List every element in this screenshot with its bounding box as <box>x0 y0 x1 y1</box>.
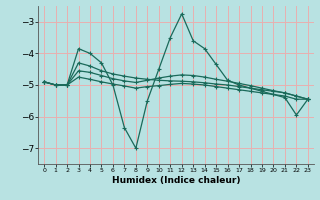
X-axis label: Humidex (Indice chaleur): Humidex (Indice chaleur) <box>112 176 240 185</box>
